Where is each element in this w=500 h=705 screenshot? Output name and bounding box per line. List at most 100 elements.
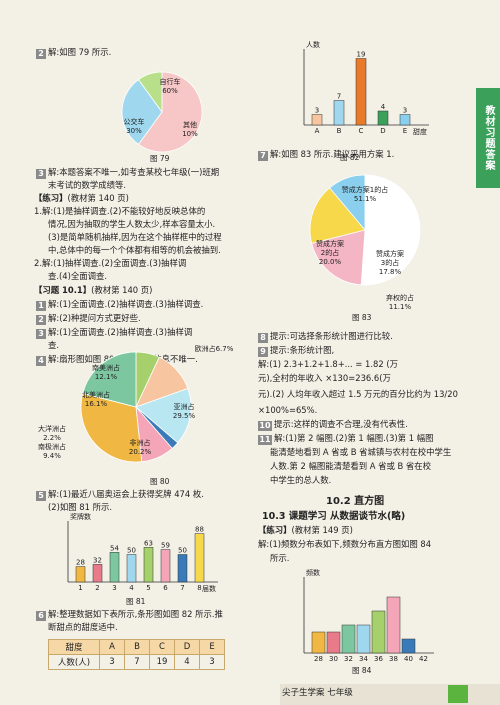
pie-label: 20.2% (129, 448, 152, 456)
lianxi2-label: 【练习】 (258, 525, 292, 535)
table-row-label: 人数(人) (48, 654, 100, 670)
q7-text: 解:如图 83 所示.建议采用方案 1. (270, 149, 395, 159)
pie-label: 10% (182, 130, 198, 138)
tick-label: 28 (314, 655, 323, 663)
side-tab: 教材习题答案 (476, 88, 500, 188)
l2-line1: 2.解:(1)抽样调查.(2)全面调查.(3)抽样调 (34, 258, 187, 268)
bar (371, 610, 386, 654)
fig83-pie: 赞成方案1的占51.1%赞成方案2的占20.0%赞成方案3的占17.8%弃权的占… (309, 174, 421, 310)
lianxi2-head: 【练习】(教材第 149 页) (258, 524, 353, 537)
tick-label: 7 (180, 584, 184, 592)
pie-label: 12.1% (95, 373, 118, 381)
data-label: 59 (161, 542, 170, 550)
table-header-cell: C (149, 639, 175, 655)
tick-label: 38 (389, 655, 398, 663)
x6-line2: 断甜点的甜度适中. (48, 622, 118, 632)
bar (356, 624, 371, 654)
table-cell: 3 (199, 654, 225, 670)
q11-line3: 人数.第 2 幅图能清楚看到 A 省或 B 省在校 (270, 461, 432, 471)
tick-label: 30 (329, 655, 338, 663)
y-axis-label: 人数 (306, 40, 320, 49)
q9-text: 提示:条形统计图, (270, 345, 335, 355)
bar (109, 552, 120, 583)
q9-line4: 元).(2) 人均年收入超过 1.5 万元的百分比约为 13/20 (258, 389, 458, 399)
pie-slice (137, 71, 203, 153)
q11-line1: 11 解:(1)第 2 幅图.(2)第 1 幅图.(3)第 1 幅图 (258, 432, 433, 445)
q-number: 5 (36, 491, 46, 501)
y-axis-label: 奖牌数 (70, 512, 91, 521)
tick-label: 34 (359, 655, 368, 663)
pie-label: 赞成方案 (376, 249, 404, 258)
tick-label: 32 (344, 655, 353, 663)
tick-label: 3 (112, 584, 116, 592)
tick-label: 2 (95, 584, 99, 592)
pie-label: 大洋洲占 (38, 424, 66, 433)
pie-label: 2.2% (43, 434, 61, 442)
pie-slice (309, 187, 366, 244)
pie-label: 赞成方案 (316, 239, 344, 248)
footer-bar (280, 684, 500, 705)
xiti-head: 【习题 10.1】(教材第 140 页) (34, 284, 152, 297)
fig80-caption: 图 80 (150, 477, 170, 486)
x6-line1: 6 解:整理数据如下表所示,条形图如图 82 所示.推 (36, 608, 223, 621)
q9-line3: 元),全村的年收入 ×130=236.6(万 (258, 373, 391, 383)
table-cell: 4 (174, 654, 200, 670)
bar (143, 547, 154, 583)
x2-line: 2 解:(2)种提问方式更好些. (36, 312, 141, 325)
x3-text: 解:(1)全面调查.(2)抽样调查.(3)抽样调 (48, 327, 193, 337)
table-row: 人数(人) 3 7 19 4 3 (48, 654, 225, 670)
q11-text: 解:(1)第 2 幅图.(2)第 1 幅图.(3)第 1 幅图 (274, 433, 434, 443)
pie-slice (80, 392, 143, 463)
data-label: 50 (178, 547, 187, 555)
bar (311, 631, 326, 654)
pie-label: 29.5% (173, 412, 196, 420)
l1-line2: 情况,因为抽取的学生人数太少,样本容量太小. (48, 219, 216, 229)
section-10-2: 10.2 直方图 (326, 496, 385, 507)
bar (355, 58, 367, 126)
q-number: 2 (36, 315, 46, 325)
bar (177, 554, 188, 583)
pie-slice (311, 229, 366, 286)
r-line2: 所示. (270, 553, 290, 563)
bar (377, 110, 389, 126)
table-cell: 19 (149, 654, 175, 670)
q10-text: 提示:这样的调查不合理,没有代表性. (274, 419, 408, 429)
x5-text: 解:(1)最近八届奥运会上获得奖牌 474 枚. (48, 489, 204, 499)
pie-slice (360, 174, 421, 286)
q3-line1: 3 解:本题答案不唯一,如考查某校七年级(一)班期 (36, 166, 219, 179)
bar (399, 114, 411, 126)
lianxi-head: 【练习】(教材第 140 页) (34, 192, 129, 205)
pie-label: 非洲占 (130, 438, 151, 447)
x1-line: 1 解:(1)全面调查.(2)抽样调查.(3)抽样调查. (36, 298, 203, 311)
tick-label: C (359, 127, 364, 135)
l2-line2: 查.(4)全面调查. (48, 271, 108, 281)
data-label: 54 (110, 544, 119, 552)
q3-line2: 末考试的数学成绩等. (48, 180, 127, 190)
q2-line: 2 解:如图 79 所示. (36, 46, 111, 59)
pie-label: 其他 (183, 120, 197, 129)
bar (75, 566, 86, 583)
pie-label: 9.4% (43, 452, 61, 460)
tick-label: 5 (146, 584, 150, 592)
q9-line5: ×100%=65%. (258, 405, 318, 415)
pie-label: 11.1% (389, 303, 412, 310)
data-label: 7 (337, 93, 341, 101)
pie-label: 16.1% (85, 400, 108, 408)
table-header-cell: A (99, 639, 125, 655)
pie-slice (329, 174, 366, 232)
data-label: 63 (144, 539, 153, 547)
data-label: 32 (93, 556, 102, 564)
pie-label: 亚洲占 (174, 402, 195, 411)
pie-label: 南美洲占 (92, 363, 120, 372)
bar (401, 638, 416, 654)
q11-line4: 中学生的总人数. (270, 475, 332, 485)
q3-text-1: 解:本题答案不唯一,如考查某校七年级(一)班期 (48, 167, 220, 177)
sweetness-table: 甜度 A B C D E 人数(人) 3 7 19 4 3 (48, 639, 225, 670)
tick-label: 42 (419, 655, 428, 663)
tick-label: 4 (129, 584, 134, 592)
r-line1: 解:(1)频数分布表如下,频数分布直方图如图 84 (258, 539, 432, 549)
xiti-ref: (教材第 140 页) (91, 285, 153, 295)
